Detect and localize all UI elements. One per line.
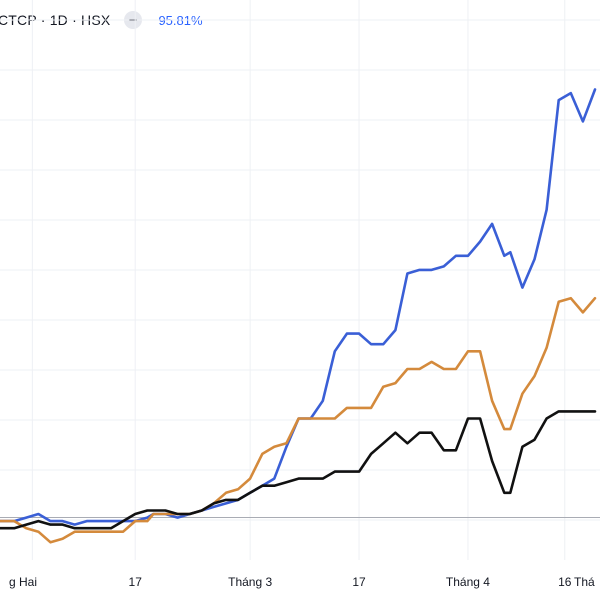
series-line-2 <box>0 296 597 544</box>
x-tick-label: Tháng 3 <box>228 575 272 589</box>
series-line-3 <box>0 410 597 530</box>
x-tick-label: 17 <box>129 575 143 589</box>
series-line-1 <box>0 88 597 526</box>
x-tick-label: 16 <box>558 575 572 589</box>
x-tick-label: Tháng 4 <box>446 575 490 589</box>
x-tick-label: 17 <box>352 575 366 589</box>
x-tick-label: g Hai <box>9 575 37 589</box>
x-tick-label: Thá <box>574 575 595 589</box>
series-lines <box>0 88 597 544</box>
grid <box>0 0 600 560</box>
x-axis-ticks: g Hai 17 Tháng 3 17 Tháng 4 16 Thá <box>9 575 595 589</box>
